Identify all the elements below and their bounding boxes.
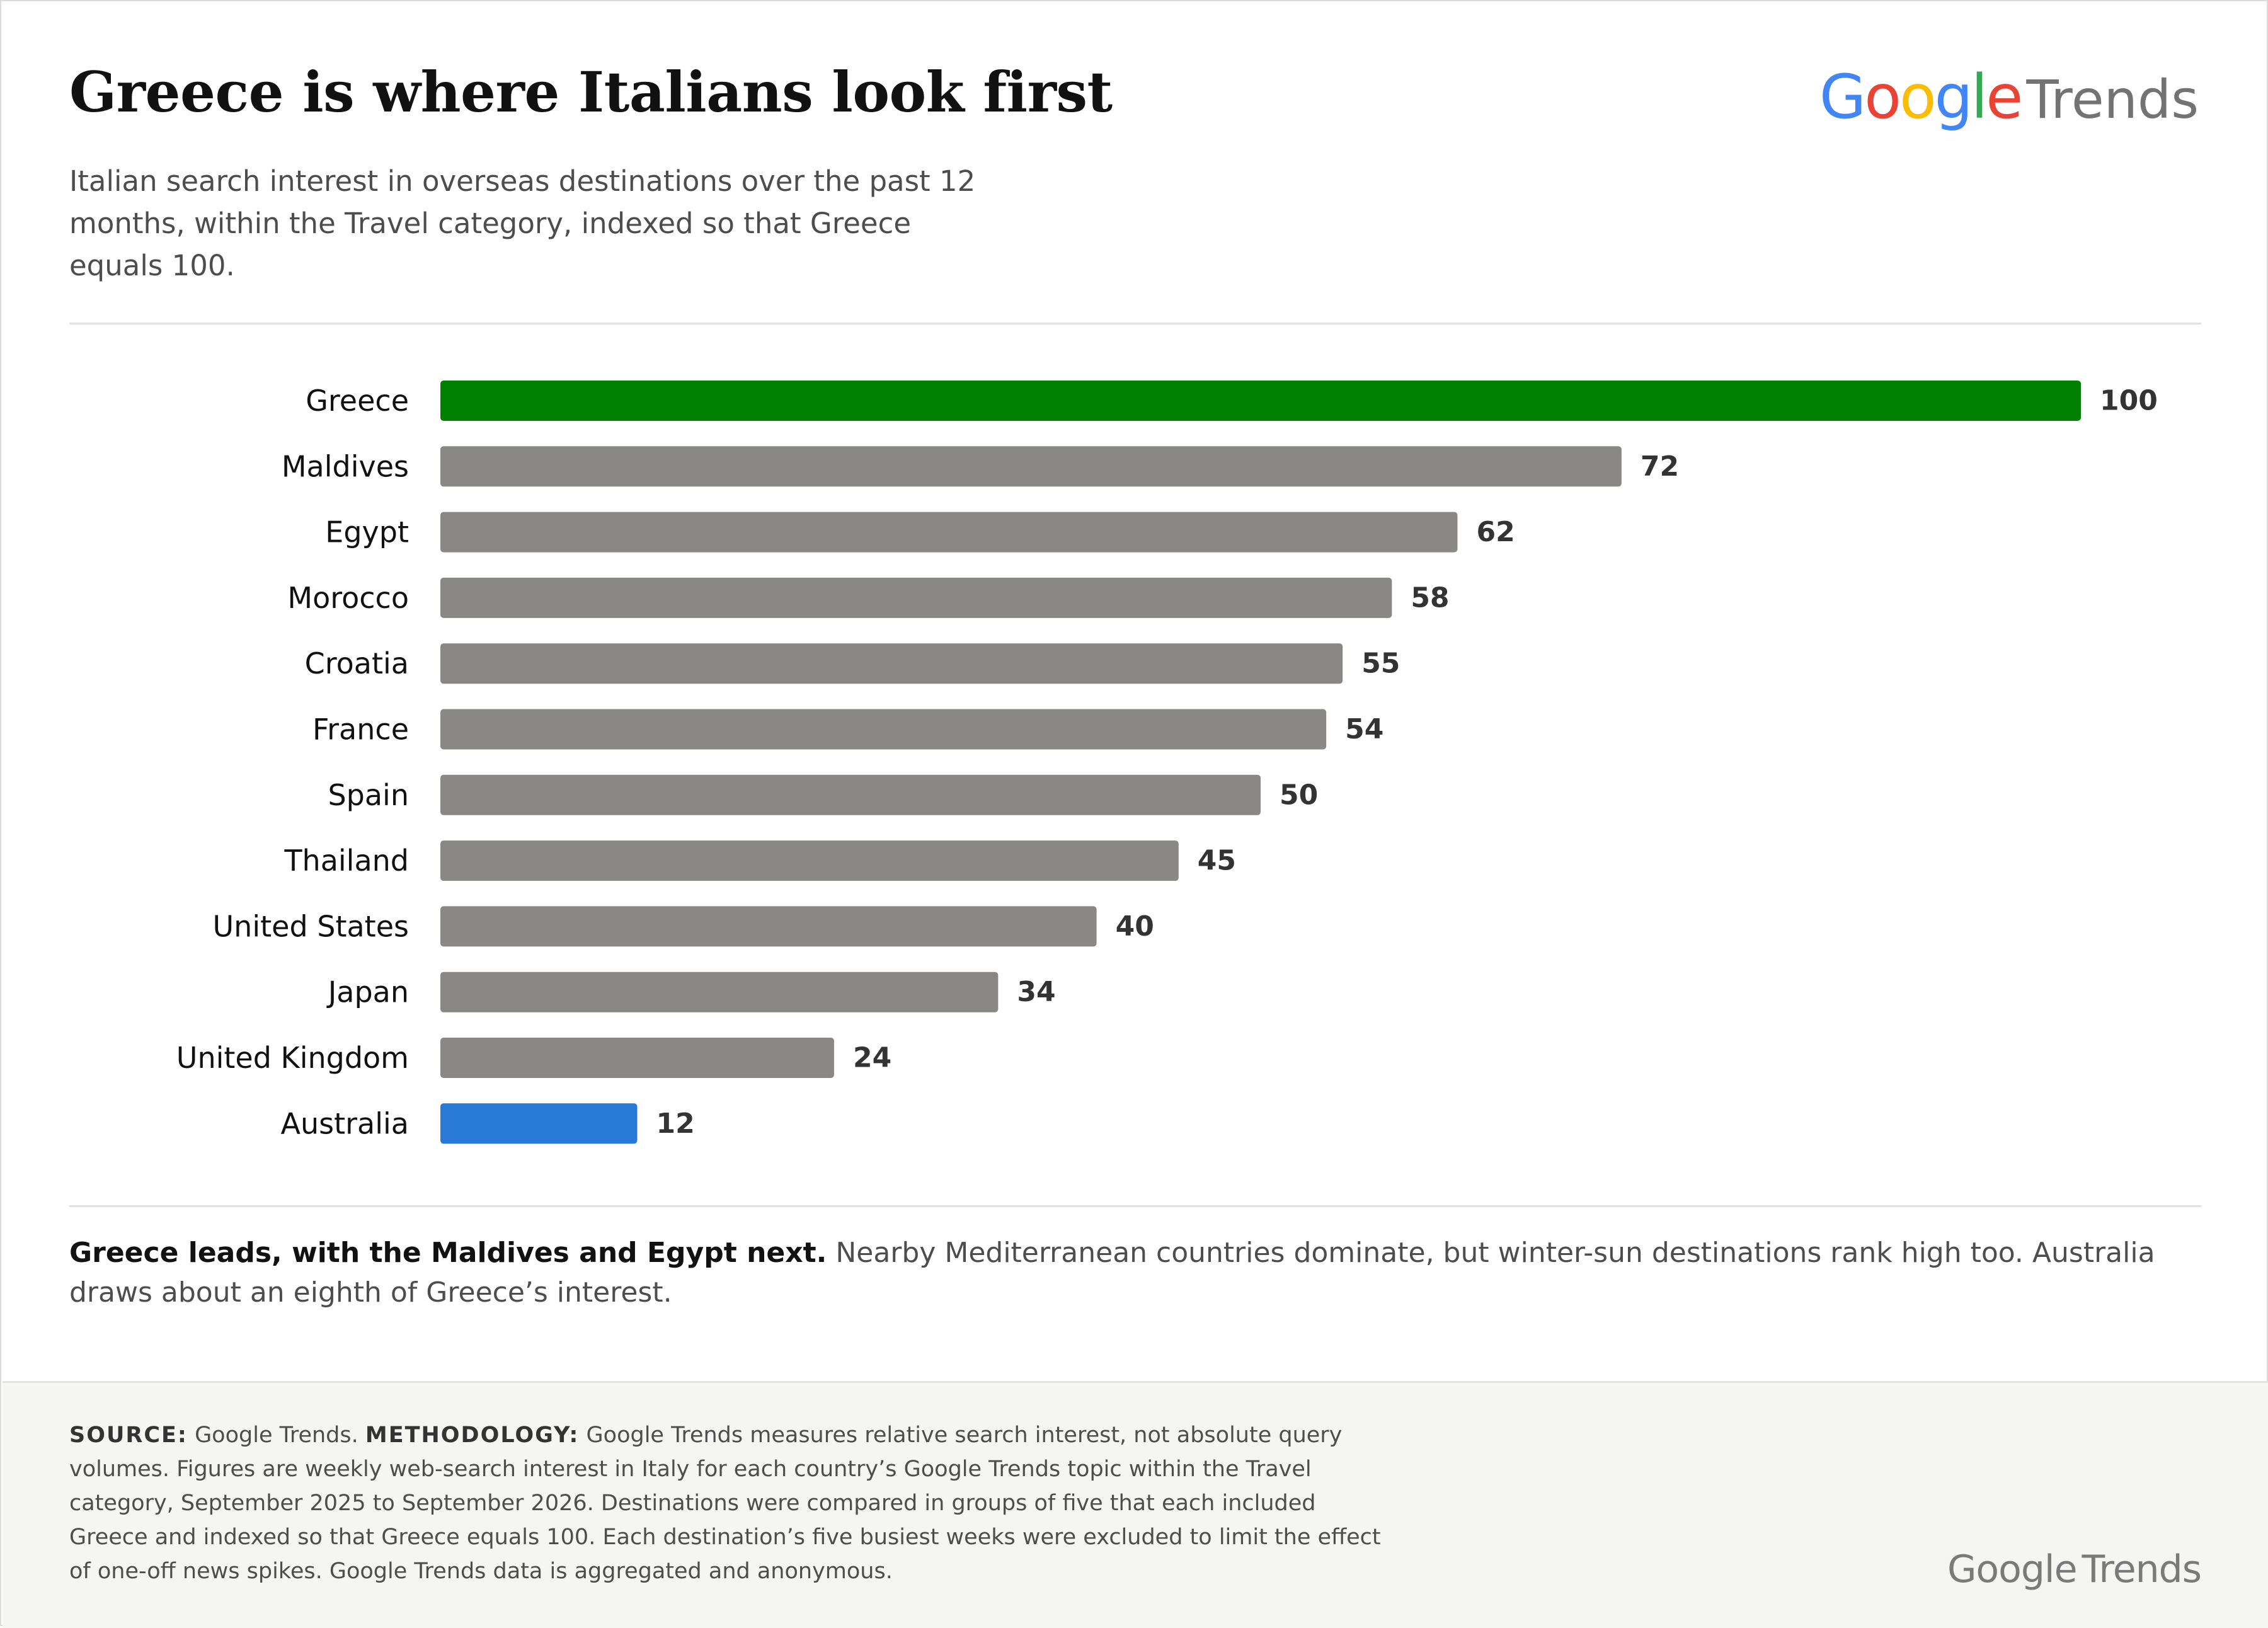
value-label-united-states: 40 (1116, 910, 1154, 943)
value-label-maldives: 72 (1641, 450, 1679, 483)
logo-letter-6: e (1986, 62, 2023, 132)
bar-greece (440, 381, 2081, 421)
category-label-france: France (312, 713, 409, 747)
bar-maldives (440, 446, 1622, 487)
footer-google-wordmark: Google (1947, 1547, 2078, 1591)
page-subtitle: Italian search interest in overseas dest… (69, 164, 976, 282)
bar-france (440, 709, 1327, 750)
category-label-united-states: United States (213, 909, 410, 943)
bar-japan (440, 972, 999, 1012)
category-label-greece: Greece (306, 384, 409, 418)
bar-croatia (440, 643, 1343, 684)
category-label-morocco: Morocco (287, 581, 409, 615)
category-label-maldives: Maldives (282, 449, 409, 483)
bar-united-kingdom (440, 1038, 834, 1078)
category-label-spain: Spain (328, 778, 409, 812)
bar-australia (440, 1103, 638, 1144)
logo-letter-4: g (1934, 62, 1973, 132)
google-trends-logo: GoogleTrends (1819, 62, 2199, 137)
value-label-spain: 50 (1280, 779, 1318, 811)
value-label-croatia: 55 (1361, 648, 1400, 680)
google-trends-footer-logo: Google Trends (1947, 1547, 2202, 1591)
value-label-france: 54 (1345, 713, 1383, 745)
methodology-label: METHODOLOGY: (365, 1423, 580, 1448)
value-label-australia: 12 (656, 1108, 694, 1140)
category-label-japan: Japan (326, 975, 409, 1009)
logo-letter-3: o (1899, 62, 1937, 132)
page-title: Greece is where Italians look first (69, 59, 1113, 125)
google-wordmark: Google (1819, 62, 2024, 132)
logo-letter-2: o (1864, 62, 1901, 132)
methodology-text: Google Trends measures relative search i… (69, 1423, 1381, 1584)
caption-body: Nearby Mediterranean countries dominate,… (69, 1237, 2155, 1309)
top-divider (69, 323, 2201, 324)
logo-letter-5: l (1971, 62, 1988, 132)
bottom-divider (69, 1205, 2201, 1207)
source-label: SOURCE: (69, 1423, 188, 1448)
value-label-egypt: 62 (1476, 516, 1515, 548)
bar-united-states (440, 906, 1097, 947)
value-label-greece: 100 (2100, 385, 2158, 417)
source-note: SOURCE: Google Trends. METHODOLOGY: Goog… (69, 1418, 1399, 1588)
chart-caption: Greece leads, with the Maldives and Egyp… (69, 1233, 2211, 1312)
value-label-thailand: 45 (1198, 845, 1236, 877)
bar-morocco (440, 577, 1392, 618)
bar-egypt (440, 512, 1458, 553)
value-label-morocco: 58 (1411, 582, 1449, 614)
logo-letter-1: G (1819, 62, 1866, 132)
bar-thailand (440, 840, 1179, 881)
bar-spain (440, 774, 1261, 815)
category-label-united-kingdom: United Kingdom (176, 1041, 409, 1075)
value-label-japan: 34 (1017, 976, 1055, 1008)
category-label-thailand: Thailand (284, 844, 409, 878)
value-label-united-kingdom: 24 (853, 1042, 891, 1074)
caption-lead: Greece leads, with the Maldives and Egyp… (69, 1237, 827, 1269)
category-label-australia: Australia (281, 1106, 409, 1140)
bar-chart: Greece 100 Maldives 72 Egypt 62 Morocco 58 Croat… (176, 381, 2158, 1144)
category-label-egypt: Egypt (325, 515, 409, 549)
source-text: Google Trends. (187, 1423, 365, 1448)
footer: SOURCE: Google Trends. METHODOLOGY: Goog… (3, 1381, 2268, 1628)
category-label-croatia: Croatia (305, 646, 409, 680)
footer-trends-wordmark: Trends (2082, 1547, 2202, 1591)
trends-wordmark: Trends (2026, 69, 2199, 130)
